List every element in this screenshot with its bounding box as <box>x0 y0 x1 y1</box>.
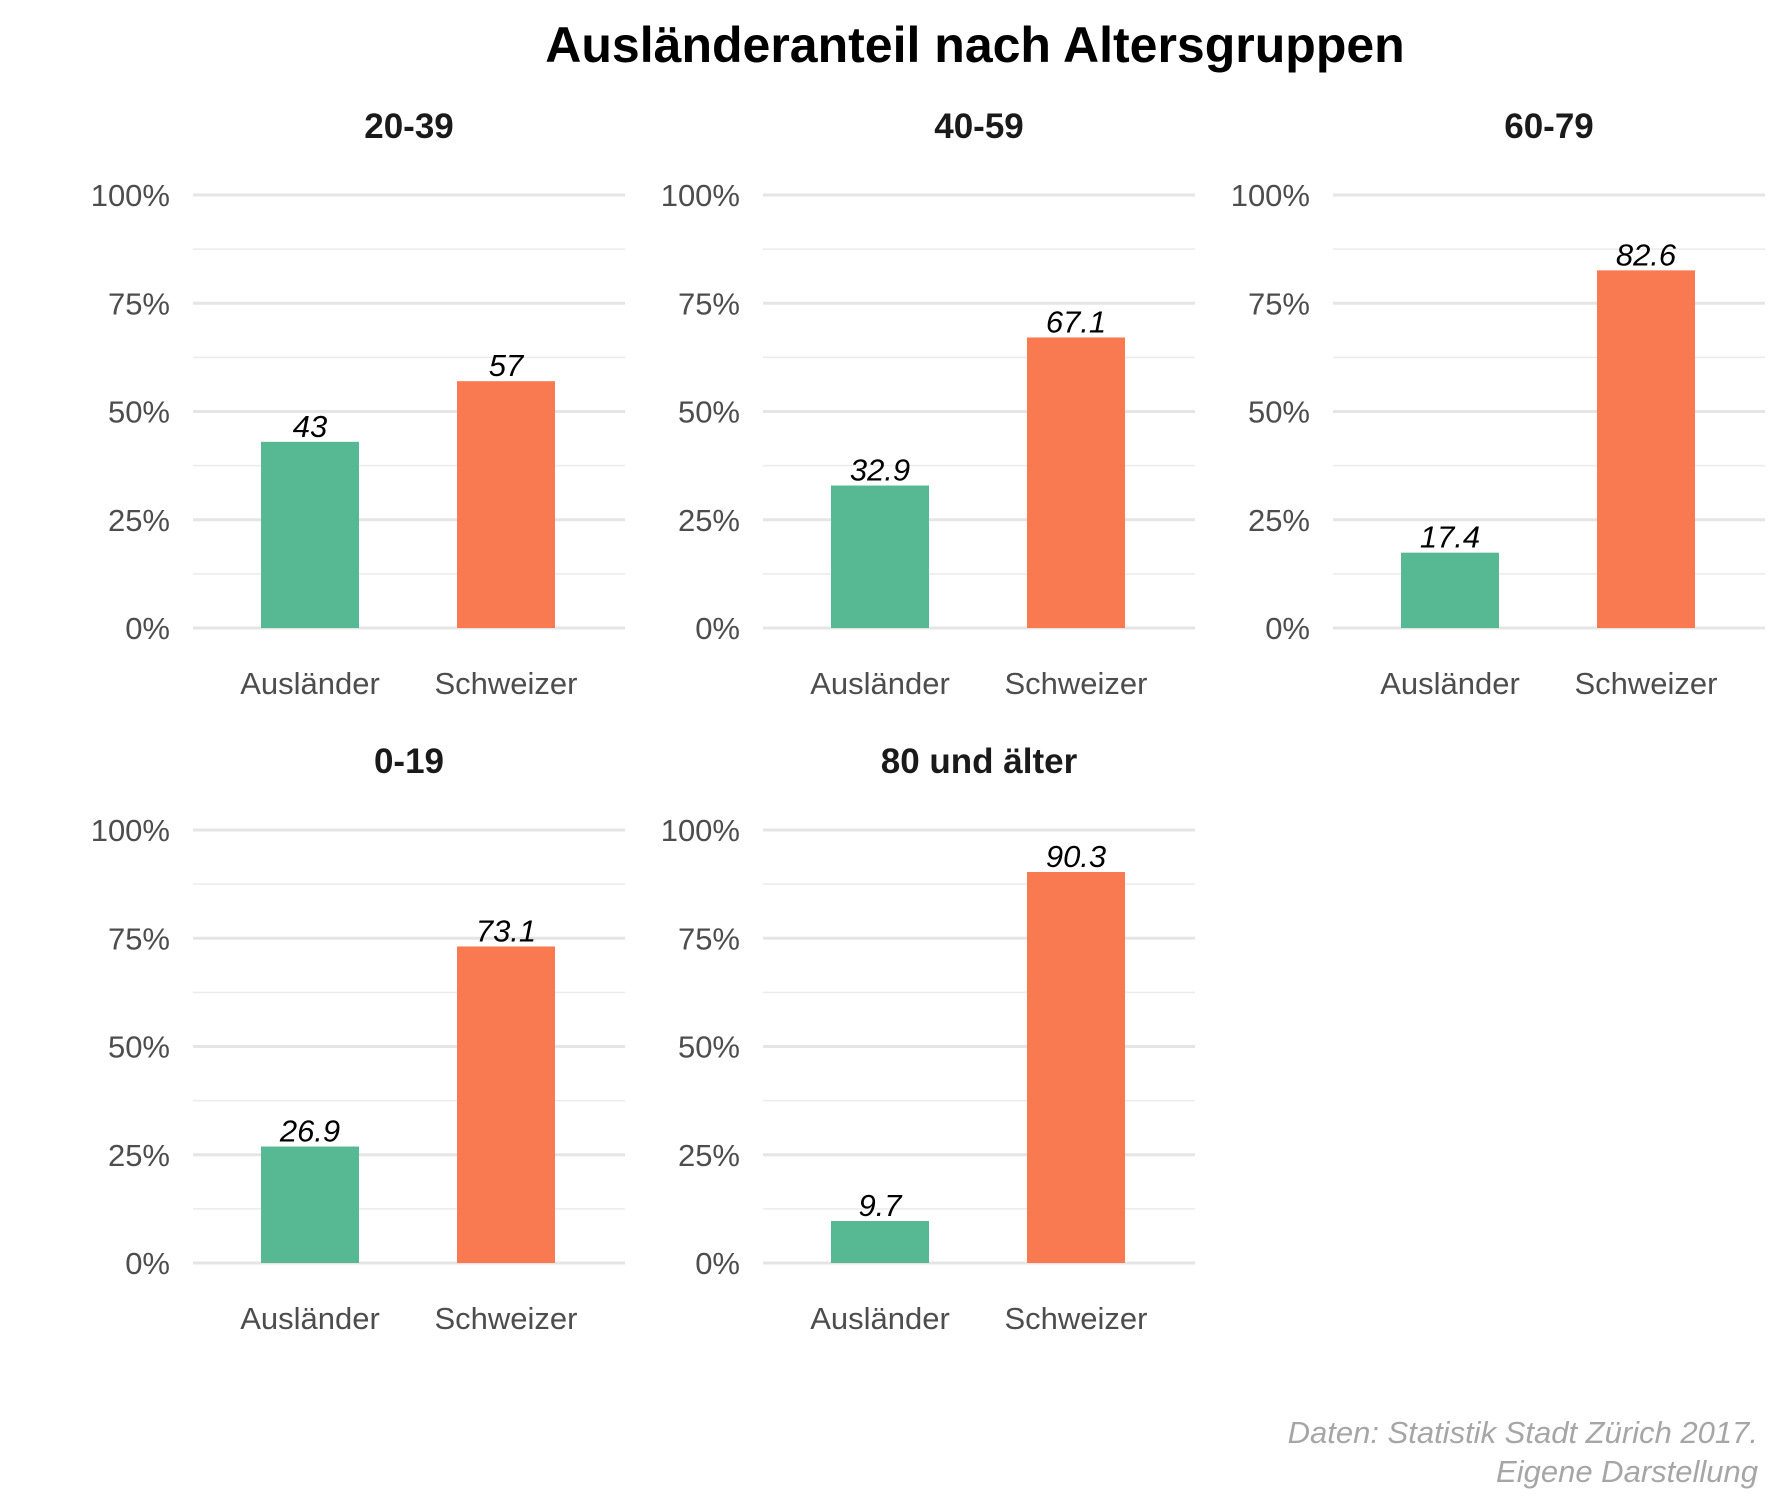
y-tick-label: 50% <box>108 395 170 430</box>
value-label: 17.4 <box>1420 520 1480 555</box>
facet-title-60-79: 60-79 <box>1504 107 1594 146</box>
value-label: 82.6 <box>1616 237 1677 272</box>
value-label: 32.9 <box>850 453 910 488</box>
value-label: 73.1 <box>476 913 536 948</box>
y-tick-label: 100% <box>91 813 170 848</box>
value-label: 57 <box>489 348 525 383</box>
y-tick-label: 100% <box>661 178 740 213</box>
x-category-label: Ausländer <box>240 666 380 701</box>
value-label: 26.9 <box>279 1114 340 1149</box>
bar-schweizer <box>457 946 555 1263</box>
y-tick-label: 50% <box>678 1030 740 1065</box>
y-tick-label: 0% <box>125 1246 170 1281</box>
facet-60-79: 60-79 0% 25% 50% 75% 100% 17.4 Ausländer 82.6 Sch… <box>1231 107 1765 701</box>
caption-line-2: Eigene Darstellung <box>1496 1454 1758 1489</box>
x-category-label: Schweizer <box>1005 1301 1148 1336</box>
facet-grid: 20-39 0% 25% 50% 75% 100% 43 Ausländer 57 Schweiz… <box>91 107 1765 1336</box>
chart-title: Ausländeranteil nach Altersgruppen <box>545 17 1404 73</box>
facet-title-20-39: 20-39 <box>364 107 454 146</box>
facet-title-0-19: 0-19 <box>374 742 444 781</box>
bar-schweizer <box>1027 872 1125 1263</box>
value-label: 9.7 <box>858 1188 903 1223</box>
y-tick-label: 75% <box>678 921 740 956</box>
bar-schweizer <box>1597 270 1695 628</box>
y-tick-label: 25% <box>108 503 170 538</box>
x-category-label: Ausländer <box>240 1301 380 1336</box>
facet-0-19: 0-19 0% 25% 50% 75% 100% 26.9 Ausländer 73.1 Schw… <box>91 742 625 1336</box>
facet-80-und-lter: 80 und älter 0% 25% 50% 75% 100% 9.7 Ausländer 9… <box>661 742 1195 1336</box>
value-label: 67.1 <box>1046 304 1106 339</box>
y-tick-label: 100% <box>91 178 170 213</box>
y-tick-label: 0% <box>125 611 170 646</box>
y-tick-label: 25% <box>108 1138 170 1173</box>
y-tick-label: 25% <box>678 503 740 538</box>
bar-ausl-nder <box>261 1146 359 1263</box>
x-category-label: Ausländer <box>810 666 950 701</box>
y-tick-label: 75% <box>108 286 170 321</box>
y-tick-label: 100% <box>661 813 740 848</box>
x-category-label: Ausländer <box>810 1301 950 1336</box>
y-tick-label: 75% <box>108 921 170 956</box>
facet-title-40-59: 40-59 <box>934 107 1024 146</box>
bar-ausl-nder <box>1401 552 1499 628</box>
y-tick-label: 25% <box>678 1138 740 1173</box>
y-tick-label: 25% <box>1248 503 1310 538</box>
y-tick-label: 50% <box>1248 395 1310 430</box>
x-category-label: Schweizer <box>435 666 578 701</box>
value-label: 90.3 <box>1046 839 1106 874</box>
bar-ausl-nder <box>261 441 359 628</box>
value-label: 43 <box>293 409 327 444</box>
y-tick-label: 50% <box>108 1030 170 1065</box>
y-tick-label: 100% <box>1231 178 1310 213</box>
y-tick-label: 0% <box>695 611 740 646</box>
x-category-label: Schweizer <box>1575 666 1718 701</box>
bar-schweizer <box>457 381 555 628</box>
bar-schweizer <box>1027 337 1125 628</box>
facet-20-39: 20-39 0% 25% 50% 75% 100% 43 Ausländer 57 Schweiz… <box>91 107 625 701</box>
x-category-label: Schweizer <box>1005 666 1148 701</box>
y-tick-label: 75% <box>678 286 740 321</box>
facet-40-59: 40-59 0% 25% 50% 75% 100% 32.9 Ausländer 67.1 Sch… <box>661 107 1195 701</box>
bar-ausl-nder <box>831 1220 929 1263</box>
y-tick-label: 0% <box>695 1246 740 1281</box>
y-tick-label: 75% <box>1248 286 1310 321</box>
caption-line-1: Daten: Statistik Stadt Zürich 2017. <box>1288 1415 1758 1450</box>
y-tick-label: 0% <box>1265 611 1310 646</box>
x-category-label: Ausländer <box>1380 666 1520 701</box>
x-category-label: Schweizer <box>435 1301 578 1336</box>
y-tick-label: 50% <box>678 395 740 430</box>
bar-ausl-nder <box>831 485 929 628</box>
facet-title-80-und-lter: 80 und älter <box>881 742 1078 781</box>
